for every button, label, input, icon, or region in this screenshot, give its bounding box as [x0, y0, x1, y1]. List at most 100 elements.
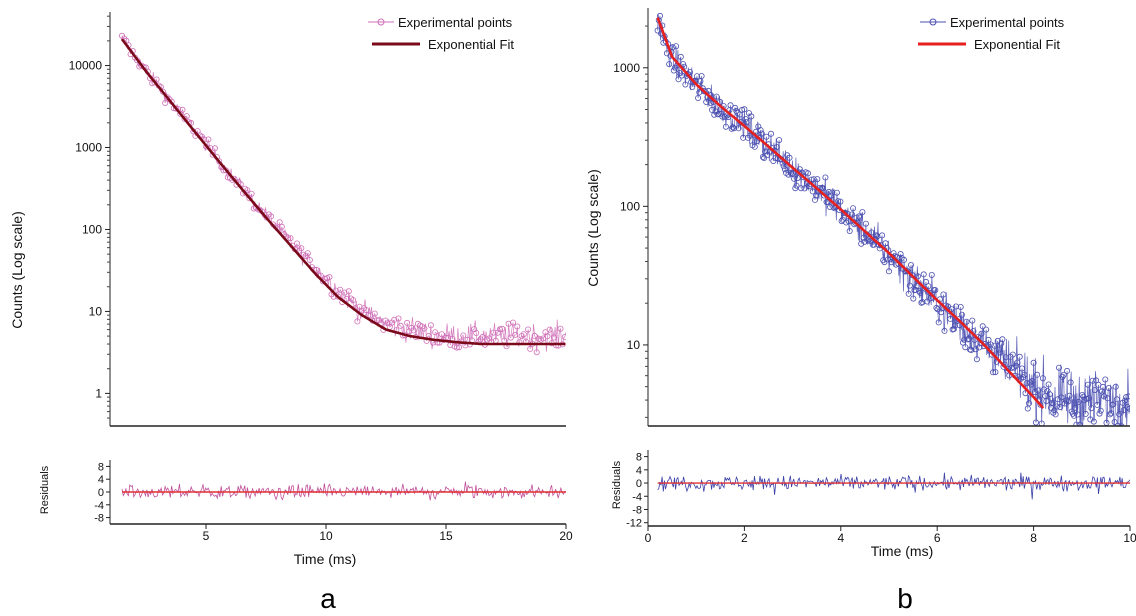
data-point — [1019, 365, 1026, 372]
data-point — [1038, 420, 1045, 426]
experimental-line-a — [121, 35, 566, 353]
data-point — [852, 219, 859, 226]
data-point — [1110, 401, 1117, 408]
data-point — [747, 132, 754, 139]
data-point — [990, 369, 997, 376]
data-point — [906, 282, 913, 289]
data-point — [748, 113, 755, 120]
data-point — [739, 106, 746, 113]
data-point — [343, 295, 350, 302]
residuals-y-tick-label-b: -12 — [626, 518, 642, 530]
data-point — [768, 130, 775, 137]
data-point — [1106, 411, 1113, 418]
data-point — [1066, 392, 1073, 399]
data-point — [861, 238, 868, 245]
y-tick-label-b: 100 — [620, 199, 640, 213]
data-point — [391, 316, 398, 323]
data-point — [1035, 387, 1042, 394]
data-point — [1041, 386, 1048, 393]
data-point — [1064, 367, 1071, 374]
data-point — [951, 322, 958, 329]
data-point — [940, 291, 947, 298]
data-point — [1031, 389, 1038, 396]
data-point — [958, 311, 965, 318]
data-point — [901, 256, 908, 263]
data-point — [986, 347, 993, 354]
data-point — [926, 289, 933, 296]
data-point — [551, 334, 558, 341]
data-point — [725, 114, 732, 121]
data-point — [1104, 395, 1111, 402]
x-tick-label-b: 6 — [934, 531, 941, 545]
data-point — [997, 349, 1004, 356]
residuals-y-tick-label-b: 8 — [636, 452, 642, 464]
legend-label-fit-a: Exponential Fit — [428, 37, 514, 52]
data-point — [520, 331, 527, 338]
data-point — [1076, 421, 1083, 426]
data-point — [933, 304, 940, 311]
data-point — [787, 169, 794, 176]
legend-label-fit-b: Exponential Fit — [974, 37, 1060, 52]
data-point — [727, 102, 734, 109]
data-point — [786, 154, 793, 161]
data-point — [1082, 410, 1089, 417]
data-point — [675, 76, 682, 83]
data-point — [278, 223, 285, 230]
data-point — [216, 158, 223, 165]
data-point — [1059, 373, 1066, 380]
data-point — [938, 309, 945, 316]
data-point — [904, 267, 911, 274]
y-tick-label-a: 1000 — [75, 140, 102, 154]
data-point — [354, 318, 361, 325]
data-point — [1123, 394, 1130, 401]
data-point — [1096, 410, 1103, 417]
data-point — [858, 240, 865, 247]
data-point — [1088, 405, 1095, 412]
data-point — [1085, 381, 1092, 388]
data-point — [924, 298, 931, 305]
data-point — [965, 335, 972, 342]
data-point — [455, 344, 462, 351]
residuals-y-tick-label-b: -4 — [632, 491, 642, 503]
data-point — [833, 189, 840, 196]
fit-line-a — [120, 38, 566, 346]
data-point — [682, 81, 689, 88]
data-point — [814, 176, 821, 183]
data-point — [868, 229, 875, 236]
data-point — [1026, 400, 1033, 407]
data-point — [1053, 403, 1060, 410]
data-point — [1105, 384, 1112, 391]
data-point — [917, 289, 924, 296]
data-point — [313, 266, 320, 273]
data-point — [757, 127, 764, 134]
data-point — [1126, 405, 1130, 412]
data-point — [790, 170, 797, 177]
data-point — [798, 185, 805, 192]
data-point — [544, 333, 551, 340]
data-point — [987, 341, 994, 348]
data-point — [935, 319, 942, 326]
data-point — [810, 176, 817, 183]
data-point — [761, 154, 768, 161]
data-point — [722, 123, 729, 130]
data-point — [910, 295, 917, 302]
data-point — [793, 182, 800, 189]
data-point — [345, 288, 352, 295]
data-point — [696, 89, 703, 96]
data-point — [1112, 383, 1119, 390]
data-point — [267, 213, 274, 220]
data-point — [1021, 371, 1028, 378]
residuals-y-tick-label-a: -8 — [94, 513, 104, 525]
data-point — [244, 187, 251, 194]
data-point — [306, 256, 313, 263]
data-point — [963, 318, 970, 325]
data-point — [183, 113, 190, 120]
data-point — [719, 113, 726, 120]
data-point — [397, 322, 404, 329]
data-point — [490, 329, 497, 336]
data-point — [855, 213, 862, 220]
data-point — [1125, 393, 1130, 400]
residuals-line-a — [121, 481, 566, 501]
data-point — [1100, 383, 1107, 390]
data-point — [496, 326, 503, 333]
